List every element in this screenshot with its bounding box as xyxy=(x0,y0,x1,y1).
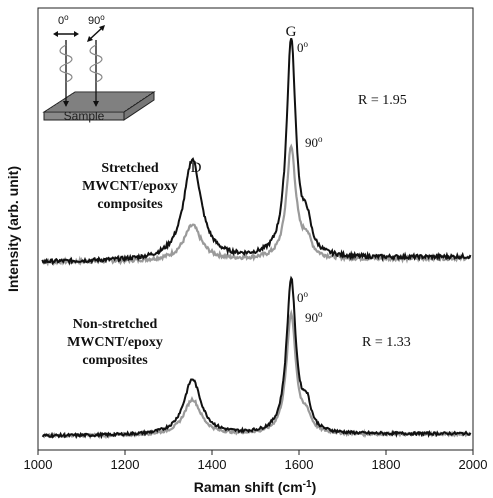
bottom-sample-label: Non-stretched MWCNT/epoxy composites xyxy=(67,317,163,368)
beam-90-wave xyxy=(89,44,103,83)
spectra-group xyxy=(41,38,472,440)
polarization-0-arrowhead-right xyxy=(74,31,79,37)
top-peak-label-d: D xyxy=(191,160,202,176)
svg-text:Stretched: Stretched xyxy=(101,161,158,176)
polarization-inset: Sample 0o 90o xyxy=(42,13,156,123)
svg-text:composites: composites xyxy=(97,197,163,212)
polarization-90-arrowhead-top xyxy=(99,25,105,31)
beam-90-arrowhead xyxy=(93,101,99,107)
stretched-spectrum-90deg xyxy=(42,143,472,267)
beam-0-wave xyxy=(59,44,73,83)
sample-slab-side xyxy=(123,91,155,121)
bottom-label-90deg: 90o xyxy=(305,309,323,325)
top-sample-label: Stretched MWCNT/epoxy composites xyxy=(82,161,178,212)
x-tick-label: 1400 xyxy=(198,457,227,472)
sample-slab-stripes xyxy=(47,93,150,111)
x-axis-title: Raman shift (cm-1) xyxy=(194,479,317,495)
top-label-90deg: 90o xyxy=(305,134,323,150)
svg-text:composites: composites xyxy=(82,353,148,368)
inset-label-90: 90o xyxy=(88,13,105,27)
sample-label: Sample xyxy=(64,109,105,123)
y-axis-title: Intensity (arb. unit) xyxy=(5,166,21,292)
x-tick-label: 1000 xyxy=(24,457,53,472)
non-stretched-spectrum-0deg xyxy=(41,275,472,440)
bottom-ratio-label: R = 1.33 xyxy=(362,335,411,350)
stretched-spectrum-0deg xyxy=(41,38,472,266)
x-tick-label: 1800 xyxy=(372,457,401,472)
top-label-0deg: 0o xyxy=(297,39,309,55)
x-tick-label: 1600 xyxy=(285,457,314,472)
x-ticks: 1000 1200 1400 1600 1800 2000 xyxy=(24,450,488,472)
plot-frame xyxy=(37,7,474,451)
beam-0-arrowhead xyxy=(63,101,69,107)
polarization-90-arrow xyxy=(88,26,104,41)
svg-text:MWCNT/epoxy: MWCNT/epoxy xyxy=(82,179,178,194)
inset-label-0: 0o xyxy=(58,13,69,27)
x-tick-label: 2000 xyxy=(459,457,488,472)
top-ratio-label: R = 1.95 xyxy=(358,93,407,108)
bottom-label-0deg: 0o xyxy=(297,289,309,305)
x-tick-label: 1200 xyxy=(111,457,140,472)
svg-text:Non-stretched: Non-stretched xyxy=(73,317,158,332)
polarization-90-arrowhead-bottom xyxy=(87,36,93,42)
top-peak-label-g: G xyxy=(286,24,297,40)
polarization-0-arrowhead-left xyxy=(53,31,58,37)
svg-text:MWCNT/epoxy: MWCNT/epoxy xyxy=(67,335,163,350)
